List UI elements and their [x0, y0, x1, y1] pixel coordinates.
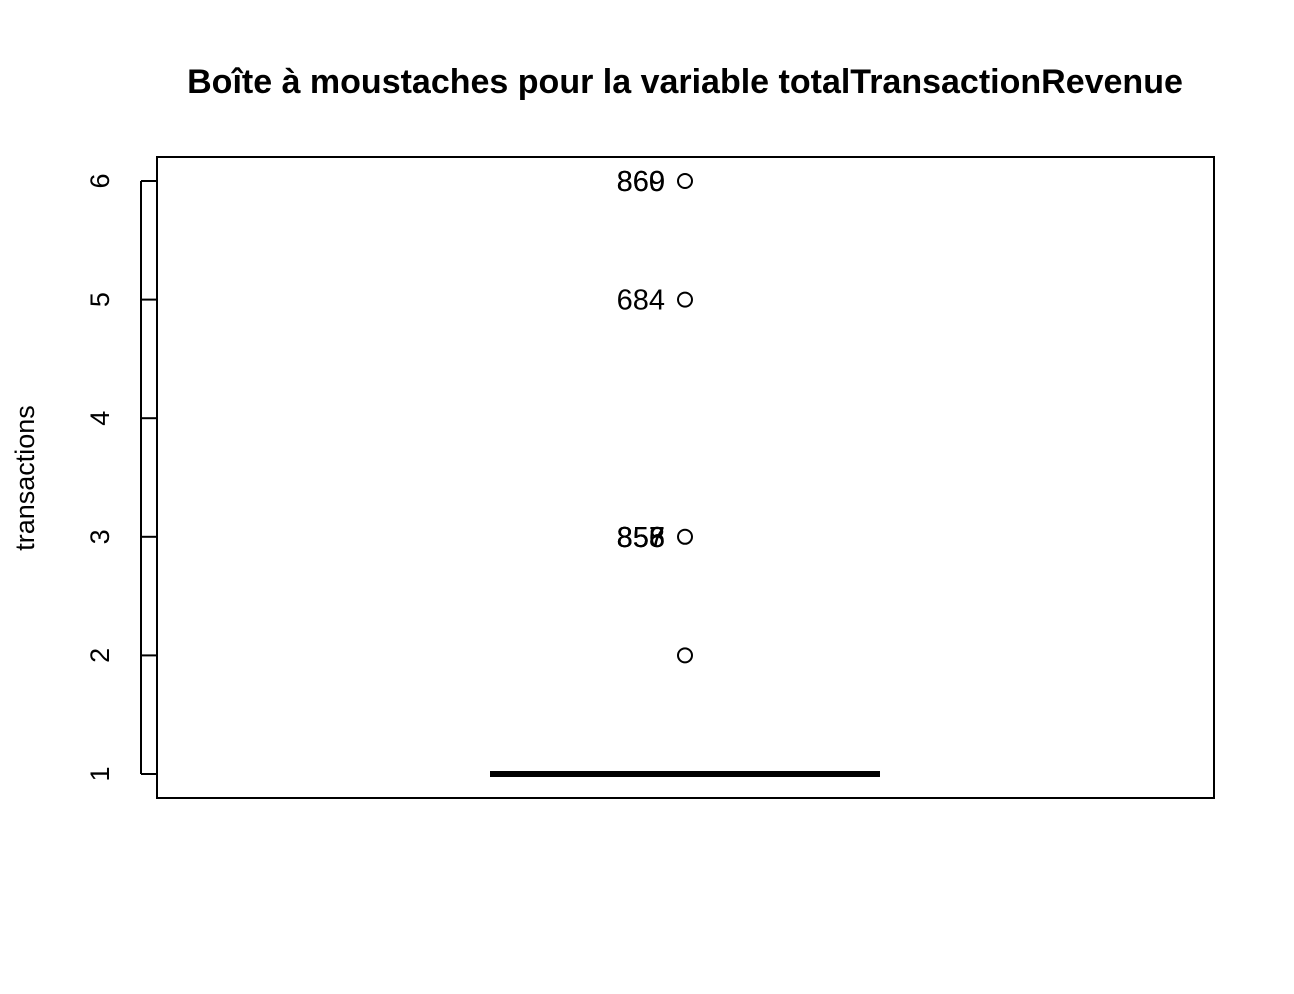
y-axis: 1 2 3 4 5 6 [85, 173, 157, 782]
outlier-label: 858 [617, 522, 665, 554]
outlier-point [677, 173, 693, 189]
y-tick-label: 5 [85, 292, 115, 307]
outlier-point [677, 528, 693, 545]
chart-title: Boîte à moustaches pour la variable tota… [187, 63, 1183, 101]
y-tick-label: 6 [85, 173, 115, 188]
outlier-point [677, 647, 693, 664]
y-tick-label: 4 [85, 411, 115, 426]
y-axis-label: transactions [10, 405, 40, 551]
outlier-label: 857 [617, 522, 665, 554]
outlier-label: 684 [617, 285, 665, 317]
y-tick-label: 1 [85, 766, 115, 781]
y-tick-label: 3 [85, 529, 115, 544]
outlier-label: 860 [617, 166, 665, 198]
y-tick-label: 2 [85, 648, 115, 663]
outlier-point [677, 291, 693, 308]
outlier-label: 856 [617, 522, 665, 554]
plot-frame [156, 156, 1215, 799]
outlier-label: 869 [617, 166, 665, 198]
